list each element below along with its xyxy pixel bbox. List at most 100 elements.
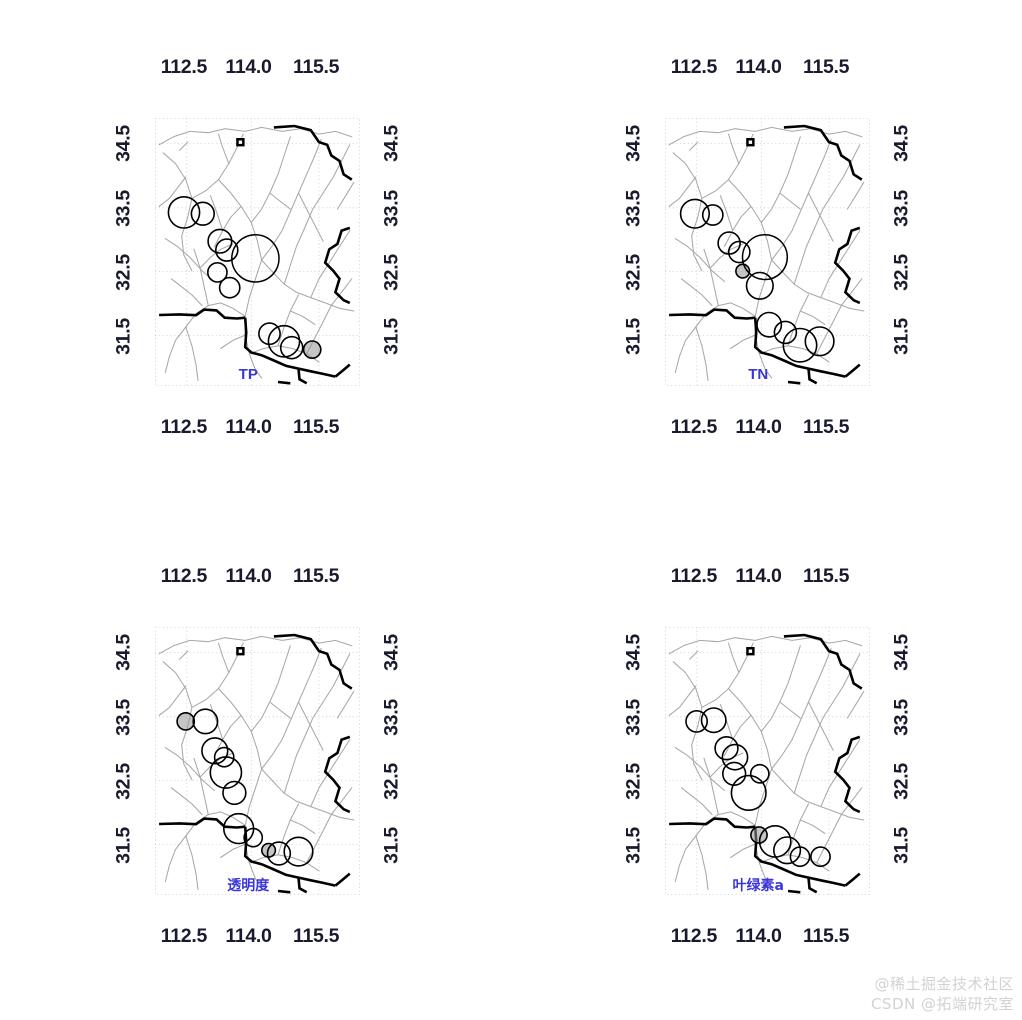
watermark-line-1: @稀土掘金技术社区 xyxy=(874,974,1014,993)
x-tick-top-TP-0: 112.5 xyxy=(160,56,208,78)
y-tick-left-TP-1: 33.5 xyxy=(112,189,135,227)
y-tick-right-transparency-3: 31.5 xyxy=(380,826,403,864)
bubble-TP-9 xyxy=(279,335,304,360)
y-tick-right-chlorophyll_a-1: 33.5 xyxy=(890,698,913,736)
y-tick-left-TP-2: 32.5 xyxy=(112,253,135,291)
y-tick-right-TP-2: 32.5 xyxy=(380,253,403,291)
administrative-boundary xyxy=(669,124,863,385)
bubble-TN-8 xyxy=(773,320,798,345)
bubble-transparency-9 xyxy=(266,841,292,866)
x-tick-top-transparency-0: 112.5 xyxy=(160,565,208,587)
map-plot-area-TP xyxy=(155,118,360,386)
gridlines xyxy=(155,627,360,895)
y-tick-left-TN-3: 31.5 xyxy=(622,317,645,355)
administrative-boundary xyxy=(669,633,863,894)
map-panel-TN: 112.5 112.5 114.0 114.0 115.5 115.5 34.5 34.5 33… xyxy=(605,48,930,456)
bubble-transparency-7 xyxy=(243,827,264,848)
y-tick-right-TP-0: 34.5 xyxy=(380,125,403,163)
bubble-transparency-0 xyxy=(176,712,196,731)
river-network xyxy=(158,635,355,891)
bubble-TP-1 xyxy=(190,201,216,226)
x-tick-top-TN-1: 114.0 xyxy=(735,56,782,78)
y-tick-left-chlorophyll_a-1: 33.5 xyxy=(622,698,645,736)
y-tick-left-transparency-1: 33.5 xyxy=(112,698,135,736)
x-tick-top-transparency-2: 115.5 xyxy=(293,565,340,587)
y-tick-right-TN-3: 31.5 xyxy=(890,317,913,355)
y-tick-right-TP-1: 33.5 xyxy=(380,189,403,227)
bubble-chlorophyll_a-2 xyxy=(714,735,739,761)
y-tick-left-TP-0: 34.5 xyxy=(112,125,135,163)
y-tick-right-TN-2: 32.5 xyxy=(890,253,913,291)
x-tick-bottom-chlorophyll_a-1: 114.0 xyxy=(735,925,782,947)
y-tick-left-chlorophyll_a-2: 32.5 xyxy=(622,762,645,800)
bubble-transparency-10 xyxy=(283,836,314,867)
x-tick-bottom-chlorophyll_a-0: 112.5 xyxy=(670,925,718,947)
bubble-chlorophyll_a-0 xyxy=(685,710,709,733)
bubble-TN-3 xyxy=(727,240,751,264)
y-tick-left-TN-1: 33.5 xyxy=(622,189,645,227)
bubble-TN-1 xyxy=(701,204,724,226)
bubble-TP-5 xyxy=(218,276,241,299)
x-tick-top-transparency-1: 114.0 xyxy=(225,565,272,587)
y-tick-left-transparency-2: 32.5 xyxy=(112,762,135,800)
map-panel-chlorophyll_a: 112.5 112.5 114.0 114.0 115.5 115.5 34.5 34.5 33… xyxy=(605,557,930,965)
x-tick-bottom-transparency-0: 112.5 xyxy=(160,925,208,947)
y-tick-left-transparency-0: 34.5 xyxy=(112,634,135,672)
bubble-TP-6 xyxy=(231,234,280,283)
panel-label-TN: TN xyxy=(748,365,769,383)
y-tick-right-transparency-0: 34.5 xyxy=(380,634,403,672)
x-tick-bottom-TN-0: 112.5 xyxy=(670,416,718,438)
bubble-TP-8 xyxy=(267,324,301,358)
bubble-TP-0 xyxy=(167,196,201,229)
x-tick-bottom-TP-0: 112.5 xyxy=(160,416,208,438)
panel-label-chlorophyll_a: 叶绿素a xyxy=(732,877,784,894)
bubble-TN-9 xyxy=(782,327,818,363)
bubble-chlorophyll_a-10 xyxy=(789,846,811,868)
y-tick-left-TN-0: 34.5 xyxy=(622,125,645,163)
map-panel-TP: 112.5 112.5 114.0 114.0 115.5 115.5 34.5 34.5 33… xyxy=(95,48,420,456)
x-tick-top-chlorophyll_a-0: 112.5 xyxy=(670,565,718,587)
gridlines xyxy=(155,118,360,386)
gridlines xyxy=(665,627,870,895)
bubble-chlorophyll_a-11 xyxy=(810,846,831,868)
panel-label-transparency: 透明度 xyxy=(227,877,270,894)
city-marker xyxy=(746,647,755,656)
x-tick-bottom-chlorophyll_a-2: 115.5 xyxy=(803,925,850,947)
y-tick-right-TN-1: 33.5 xyxy=(890,189,913,227)
bubble-chlorophyll_a-6 xyxy=(730,774,767,811)
panel-label-TP: TP xyxy=(238,365,258,383)
map-plot-area-chlorophyll_a xyxy=(665,627,870,895)
bubble-transparency-2 xyxy=(201,737,229,765)
river-network xyxy=(668,635,865,891)
city-marker xyxy=(236,138,245,147)
y-tick-left-TP-3: 31.5 xyxy=(112,317,135,355)
x-tick-bottom-TN-2: 115.5 xyxy=(803,416,850,438)
y-tick-right-TP-3: 31.5 xyxy=(380,317,403,355)
bubble-chlorophyll_a-1 xyxy=(700,707,727,734)
bubble-chlorophyll_a-3 xyxy=(721,743,749,771)
bubble-chlorophyll_a-4 xyxy=(721,761,747,787)
city-marker xyxy=(746,138,755,147)
bubble-TP-3 xyxy=(215,238,239,262)
x-tick-top-TN-2: 115.5 xyxy=(803,56,850,78)
bubble-transparency-5 xyxy=(222,780,247,806)
river-network xyxy=(158,126,355,382)
x-tick-top-chlorophyll_a-1: 114.0 xyxy=(735,565,782,587)
bubble-layer xyxy=(685,707,831,868)
bubble-TP-10 xyxy=(302,340,322,360)
bubble-transparency-4 xyxy=(209,756,243,789)
bubble-TN-7 xyxy=(756,311,783,338)
bubble-layer xyxy=(176,708,314,867)
river-network xyxy=(668,126,865,382)
watermark: @稀土掘金技术社区 CSDN @拓端研究室 xyxy=(871,974,1014,1015)
bubble-TN-10 xyxy=(804,326,835,357)
bubble-TN-0 xyxy=(679,198,710,229)
x-tick-bottom-transparency-1: 114.0 xyxy=(225,925,272,947)
bubble-layer xyxy=(167,196,322,360)
bubble-TP-2 xyxy=(207,228,233,254)
map-panel-transparency: 112.5 112.5 114.0 114.0 115.5 115.5 34.5 34.5 33… xyxy=(95,557,420,965)
y-tick-right-chlorophyll_a-0: 34.5 xyxy=(890,634,913,672)
y-tick-left-chlorophyll_a-0: 34.5 xyxy=(622,634,645,672)
bubble-TP-4 xyxy=(207,261,228,283)
